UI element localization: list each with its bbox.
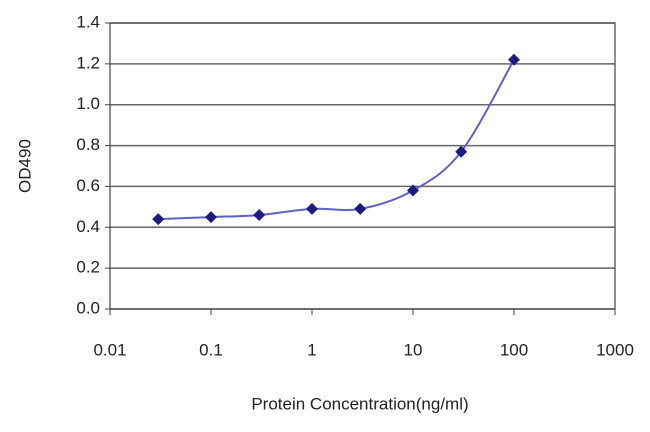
x-tick-label: 1000 xyxy=(596,340,634,359)
plot-frame xyxy=(109,22,616,310)
data-point xyxy=(354,202,367,215)
y-tick-label: 1.4 xyxy=(76,12,100,31)
data-point xyxy=(508,53,520,66)
data-point xyxy=(152,213,165,226)
x-tick-label: 0.1 xyxy=(199,340,223,359)
data-point xyxy=(253,209,266,222)
x-tick-label: 100 xyxy=(500,340,528,359)
data-line xyxy=(158,59,515,221)
y-tick-label: 1.2 xyxy=(76,53,100,72)
data-point xyxy=(455,145,468,158)
x-axis-label: Protein Concentration(ng/ml) xyxy=(251,394,468,413)
y-tick-label: 0.8 xyxy=(76,135,100,154)
data-point xyxy=(205,211,217,224)
x-tick-label: 1 xyxy=(307,340,316,359)
y-axis-label: OD490 xyxy=(15,139,34,193)
x-tick-label: 10 xyxy=(404,340,423,359)
y-tick-label: 0.4 xyxy=(76,217,100,236)
y-tick-label: 0.0 xyxy=(76,298,100,317)
data-point xyxy=(306,202,318,215)
data-point xyxy=(407,184,419,197)
y-tick-label: 0.6 xyxy=(76,176,100,195)
x-tick-label: 0.01 xyxy=(93,340,126,359)
y-tick-label: 0.2 xyxy=(76,258,100,277)
y-tick-label: 1.0 xyxy=(76,94,100,113)
